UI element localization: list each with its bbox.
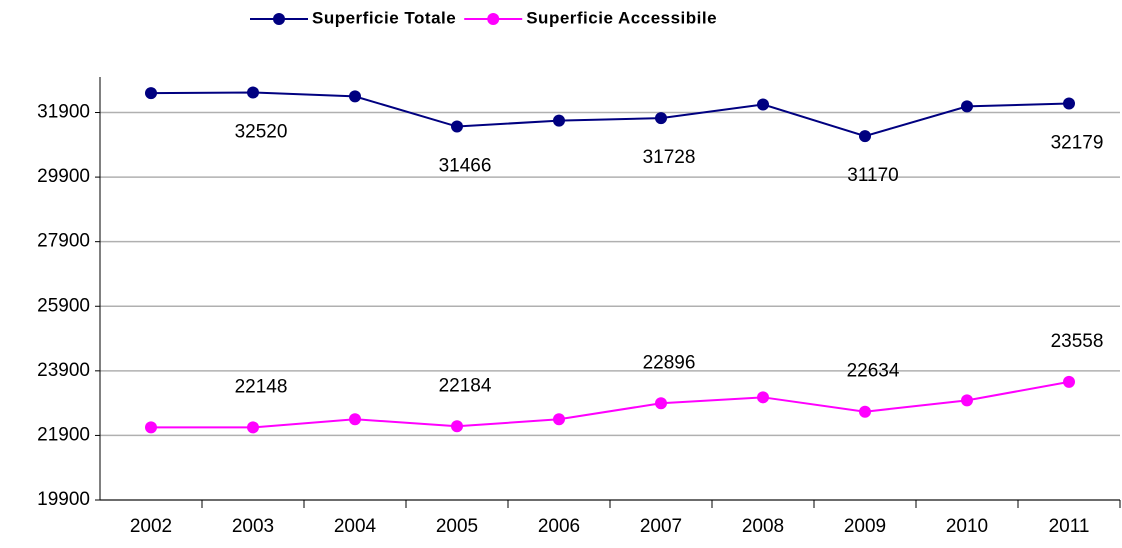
y-tick-label: 23900 [37,360,90,381]
x-tick-label: 2005 [436,516,478,537]
data-point [655,397,667,410]
data-point [961,100,973,113]
data-point [553,413,565,426]
legend-label: Superficie Accessibile [526,8,717,27]
y-tick-label: 29900 [37,166,90,187]
data-label: 22634 [847,361,900,382]
data-point [655,112,667,125]
y-tick-label: 19900 [37,489,90,510]
x-tick-label: 2006 [538,516,580,537]
data-point [859,405,871,418]
data-point [247,421,259,434]
y-tick-label: 21900 [37,424,90,445]
data-point [1063,375,1075,388]
x-tick-label: 2009 [844,516,886,537]
y-tick-label: 25900 [37,295,90,316]
y-tick-label: 31900 [37,102,90,123]
data-point [145,421,157,434]
data-label: 31170 [847,165,898,186]
legend: Superficie Totale Superficie Accessibile [250,8,717,27]
data-point [349,413,361,426]
data-point [961,394,973,407]
series-line [150,91,1070,138]
data-point [757,98,769,111]
data-point [451,120,463,133]
data-label: 31466 [439,156,492,177]
data-point [451,420,463,433]
legend-marker [487,13,500,25]
data-label: 32520 [235,122,288,143]
y-tick-label: 27900 [37,231,90,252]
data-label: 22148 [235,376,288,397]
legend-marker [273,13,285,25]
data-label: 22184 [439,375,492,396]
x-tick-label: 2002 [130,516,172,537]
data-label: 31728 [643,147,696,168]
data-point [859,130,871,143]
data-label: 22896 [643,352,696,373]
x-tick-label: 2007 [640,516,682,537]
data-point [145,87,157,100]
data-point [247,86,259,99]
data-point [757,391,769,404]
x-tick-label: 2010 [946,516,988,537]
x-tick-label: 2008 [742,516,784,537]
data-point [349,90,361,103]
data-label: 23558 [1051,331,1104,352]
data-point [553,114,565,127]
series-line [150,380,1070,429]
x-tick-label: 2003 [232,516,274,537]
x-tick-label: 2004 [334,516,377,537]
data-label: 32179 [1051,133,1104,154]
legend-label: Superficie Totale [312,8,456,27]
data-point [1063,97,1075,110]
x-tick-label: 2011 [1049,516,1090,537]
